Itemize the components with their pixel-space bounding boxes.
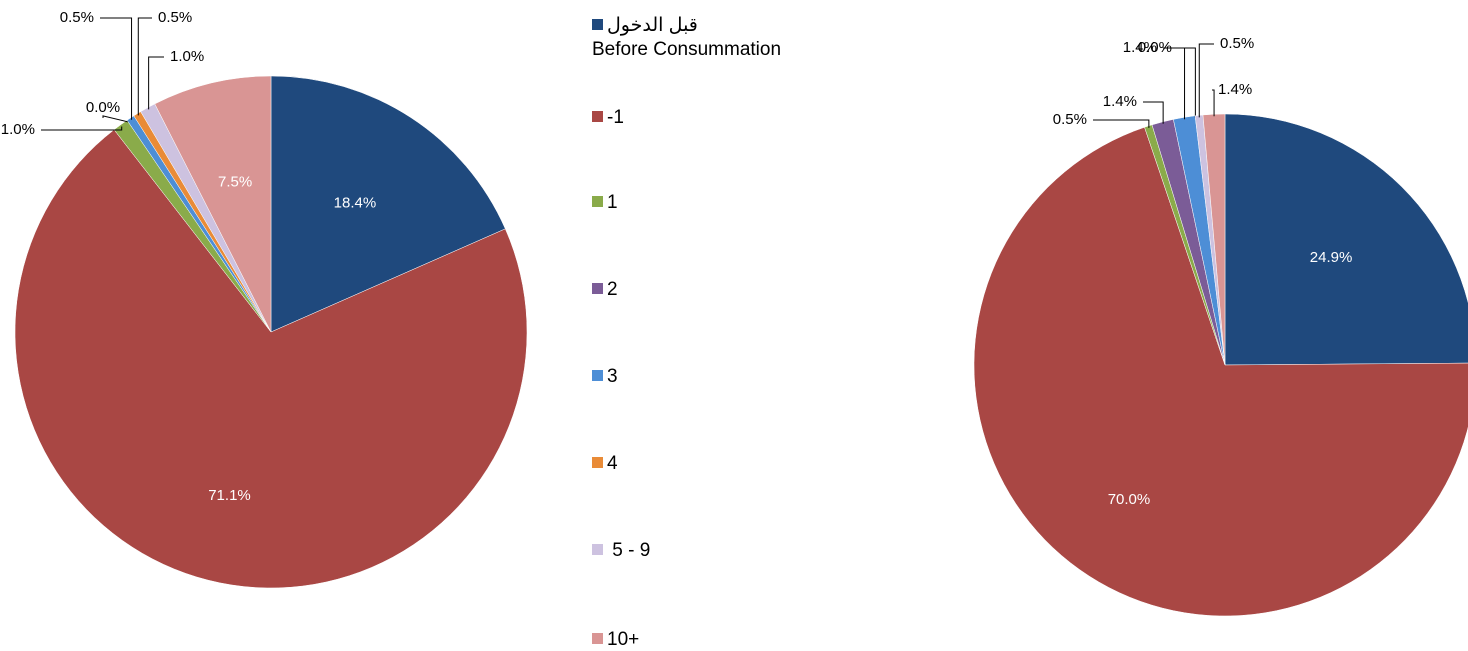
data-label: 1.0%: [1, 121, 35, 138]
legend-entry: 2: [592, 278, 618, 302]
leader-line: [1212, 89, 1215, 117]
data-label: 0.5%: [60, 9, 94, 26]
data-label: 18.4%: [334, 194, 377, 211]
data-label: 71.1%: [208, 487, 251, 504]
data-label: 0.5%: [158, 9, 192, 26]
pie-slice: [1224, 113, 1468, 366]
leader-line: [1093, 119, 1150, 128]
legend-entry: 5 - 9: [592, 539, 650, 563]
legend-entry: 3: [592, 365, 618, 389]
leader-line: [1178, 47, 1196, 118]
legend-swatch: [592, 196, 603, 207]
leader-line: [100, 17, 133, 120]
pie-slice: [14, 129, 528, 589]
legend-label: -1: [607, 107, 624, 128]
leader-line: [1198, 43, 1214, 118]
leader-line: [137, 17, 152, 116]
legend-entry: -1: [592, 106, 624, 130]
data-label: 0.5%: [1220, 35, 1254, 52]
data-label: 1.0%: [170, 48, 204, 65]
legend-swatch: [592, 111, 603, 122]
leader-line: [1163, 47, 1186, 120]
legend-entry: 10+: [592, 628, 639, 651]
pie-slice: [154, 75, 272, 333]
data-label: 1.4%: [1123, 39, 1157, 56]
leader-line: [1143, 101, 1164, 124]
data-label: 7.5%: [218, 174, 252, 191]
data-label: 24.9%: [1310, 249, 1353, 266]
legend-swatch: [592, 370, 603, 381]
legend-label: قبل الدخول Before Consummation: [592, 15, 782, 60]
data-label: 0.0%: [86, 99, 120, 116]
legend-label: 3: [607, 366, 618, 387]
legend-swatch: [592, 19, 603, 30]
legend-entry: قبل الدخول Before Consummation: [592, 14, 781, 62]
legend-label: 5 - 9: [607, 540, 651, 561]
legend-swatch: [592, 544, 603, 555]
legend-swatch: [592, 283, 603, 294]
leader-line: [102, 115, 129, 123]
legend-entry: 4: [592, 452, 618, 476]
legend-label: 10+: [607, 629, 640, 650]
data-label: 0.0%: [1138, 39, 1172, 56]
data-label: 1.4%: [1218, 81, 1252, 98]
data-label: 70.0%: [1108, 491, 1151, 508]
data-label: 0.5%: [1053, 111, 1087, 128]
leader-line: [148, 56, 164, 110]
pie-slice: [270, 75, 506, 333]
legend-label: 4: [607, 453, 618, 474]
data-label: 1.4%: [1103, 93, 1137, 110]
legend-swatch: [592, 633, 603, 644]
pie-slice: [973, 126, 1468, 617]
legend-entry: 1: [592, 191, 618, 215]
legend-label: 2: [607, 279, 618, 300]
legend-swatch: [592, 457, 603, 468]
legend-label: 1: [607, 192, 618, 213]
leader-line: [41, 126, 123, 131]
